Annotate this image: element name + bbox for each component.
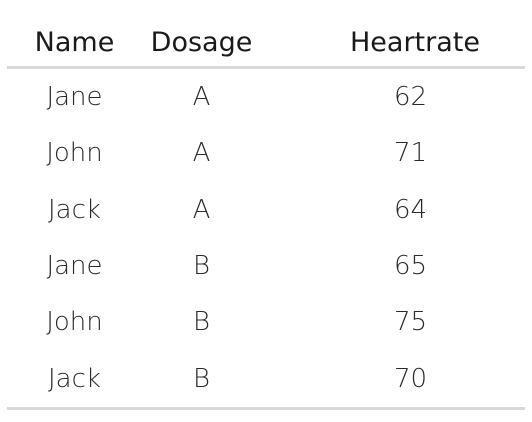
cell-heartrate: 75 xyxy=(394,307,428,338)
cell-name: John xyxy=(46,307,103,338)
table-body: Jane A 62 John A 71 Jack A 64 Jane B 65 … xyxy=(7,68,525,410)
column-header-dosage: Dosage xyxy=(142,18,261,69)
column-header-heartrate: Heartrate xyxy=(261,18,525,69)
table-row: Jane B 65 xyxy=(7,238,525,294)
cell-name: Jack xyxy=(48,194,101,225)
cell-dosage: B xyxy=(192,307,211,338)
data-table: Name Dosage Heartrate Jane A 62 John A 7… xyxy=(7,18,525,410)
cell-name: Jane xyxy=(46,82,103,113)
cell-heartrate: 70 xyxy=(261,350,525,410)
column-header-name: Name xyxy=(7,18,142,69)
table-row: Jack A 64 xyxy=(7,182,525,238)
cell-dosage: A xyxy=(192,82,211,113)
table-header: Name Dosage Heartrate xyxy=(7,18,525,69)
cell-heartrate: 62 xyxy=(394,82,428,113)
table-row: John A 71 xyxy=(7,125,525,181)
cell-dosage: B xyxy=(192,251,211,282)
cell-name: Jane xyxy=(46,251,103,282)
cell-heartrate: 71 xyxy=(394,138,428,169)
cell-dosage: A xyxy=(192,138,211,169)
table-row: John B 75 xyxy=(7,294,525,350)
cell-name: Jack xyxy=(7,350,142,410)
cell-dosage: A xyxy=(192,194,211,225)
cell-dosage: B xyxy=(142,350,261,410)
table-row: Jack B 70 xyxy=(7,350,525,410)
header-row: Name Dosage Heartrate xyxy=(7,18,525,69)
cell-heartrate: 64 xyxy=(394,194,428,225)
cell-heartrate: 65 xyxy=(394,251,428,282)
table-row: Jane A 62 xyxy=(7,68,525,126)
cell-name: John xyxy=(46,138,103,169)
